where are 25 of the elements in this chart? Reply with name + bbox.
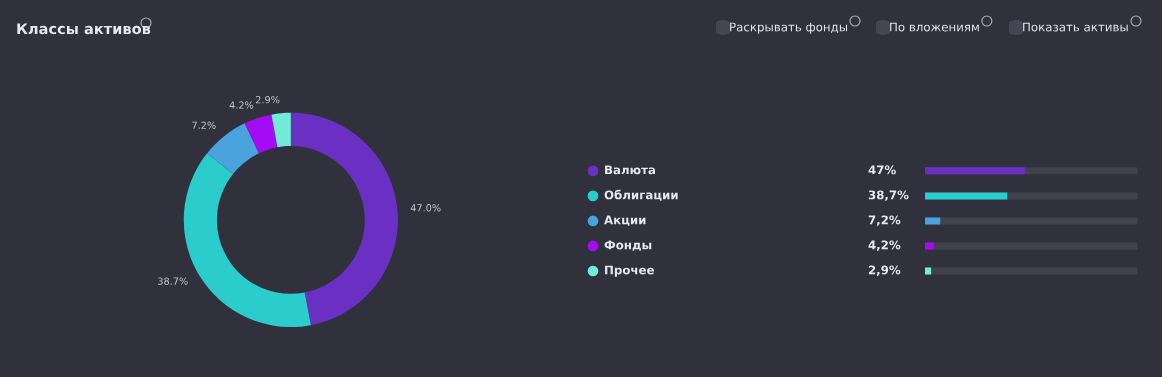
- bar: [924, 217, 941, 225]
- bar: [924, 267, 932, 275]
- data-label: 2.9%: [255, 95, 280, 104]
- legend-label: Прочее: [605, 265, 654, 277]
- legend-label: Облигации: [604, 189, 678, 201]
- text: Показать активы: [1023, 22, 1128, 32]
- data-label: 7.2%: [192, 121, 216, 129]
- data-label: 47.0%: [410, 204, 441, 212]
- donut-slice: [271, 112, 291, 148]
- data-label: 38.7%: [158, 277, 188, 285]
- data-label: 4,2%: [868, 240, 901, 251]
- text: По вложениям: [890, 22, 979, 32]
- data-label: 38,7%: [868, 190, 909, 201]
- chart-title: Классы активов: [17, 23, 151, 35]
- data-label: 4.2%: [229, 101, 254, 109]
- legend-label: Фонды: [604, 240, 652, 251]
- donut-slice: [244, 114, 278, 154]
- data-label: 7,2%: [868, 215, 901, 226]
- legend-label: Акции: [604, 215, 646, 226]
- data-label: 47%: [868, 165, 896, 175]
- legend-label: Валюта: [605, 165, 655, 175]
- data-label: 2,9%: [868, 265, 901, 276]
- text: Раскрывать фонды: [730, 22, 848, 34]
- donut-slice: [290, 112, 398, 326]
- bar: [924, 242, 934, 250]
